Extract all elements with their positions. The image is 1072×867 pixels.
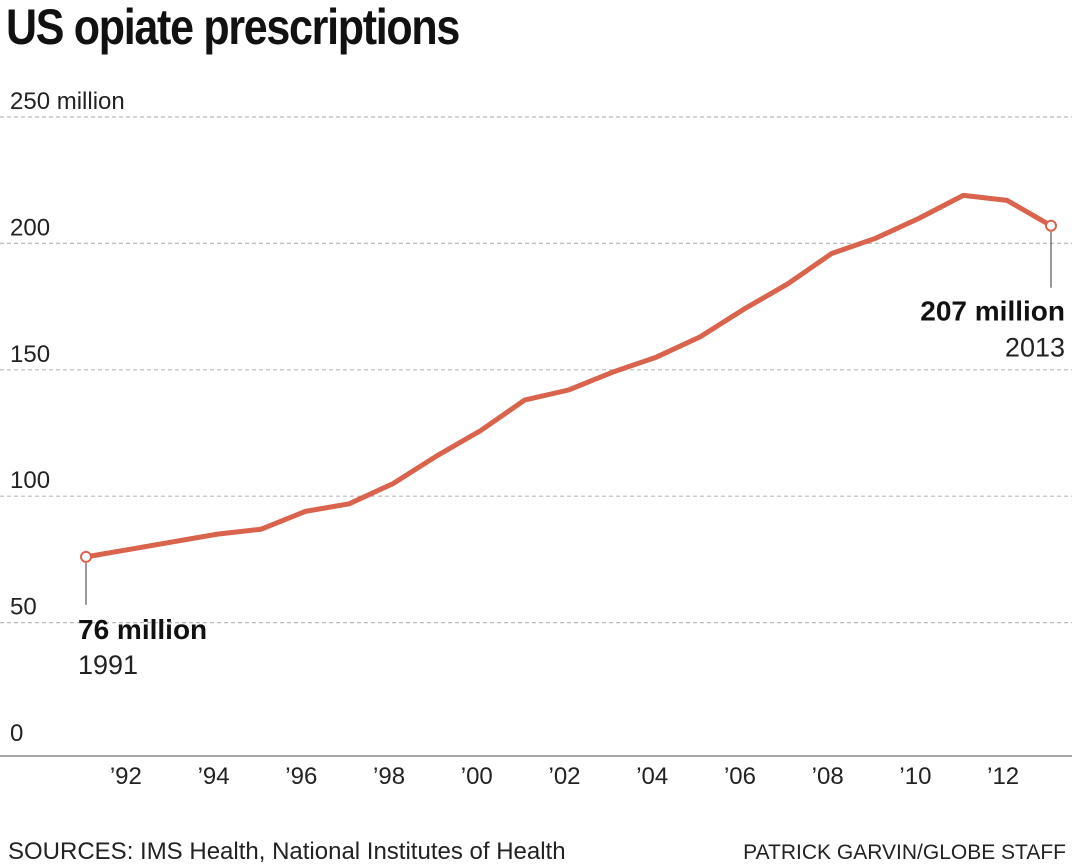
x-tick-label: ’98 xyxy=(373,763,405,790)
y-tick-label: 100 xyxy=(10,467,50,494)
x-tick-label: ’06 xyxy=(724,763,756,790)
grid-lines xyxy=(0,116,1072,624)
annotation-point-marker xyxy=(1045,219,1057,232)
annotation-start-year: 1991 xyxy=(78,650,138,680)
y-tick-label: 0 xyxy=(10,720,23,747)
x-tick-label: ’92 xyxy=(110,763,142,790)
x-axis-ticks: ’92 ’94 ’96 ’98 ’00 ’02 ’04 ’06 ’08 ’10 ’12 xyxy=(110,763,1019,790)
y-axis-ticks: 0 50 100 150 200 250 million xyxy=(10,88,125,747)
x-tick-label: ’96 xyxy=(285,763,317,790)
source-note: SOURCES: IMS Health, National Institutes… xyxy=(8,838,566,865)
x-tick-label: ’04 xyxy=(636,763,668,790)
y-tick-label: 150 xyxy=(10,341,50,368)
credit-note: PATRICK GARVIN/GLOBE STAFF xyxy=(743,841,1066,864)
x-tick-label: ’02 xyxy=(548,763,580,790)
x-tick-label: ’00 xyxy=(461,763,493,790)
annotation-point-marker xyxy=(80,550,92,563)
annotation-end-value: 207 million xyxy=(920,296,1065,327)
y-tick-label: 250 million xyxy=(10,88,125,115)
x-tick-label: ’08 xyxy=(812,763,844,790)
annotation-end-year: 2013 xyxy=(1005,333,1065,363)
x-tick-label: ’94 xyxy=(198,763,230,790)
x-tick-label: ’12 xyxy=(987,763,1019,790)
annotations: 76 million 1991 207 million 2013 xyxy=(78,219,1065,680)
chart-title: US opiate prescriptions xyxy=(6,0,460,55)
y-tick-label: 50 xyxy=(10,594,37,621)
series-line-opiate-prescriptions xyxy=(83,192,1054,560)
annotation-start-value: 76 million xyxy=(78,614,207,645)
x-tick-label: ’10 xyxy=(899,763,931,790)
y-tick-label: 200 xyxy=(10,214,50,241)
